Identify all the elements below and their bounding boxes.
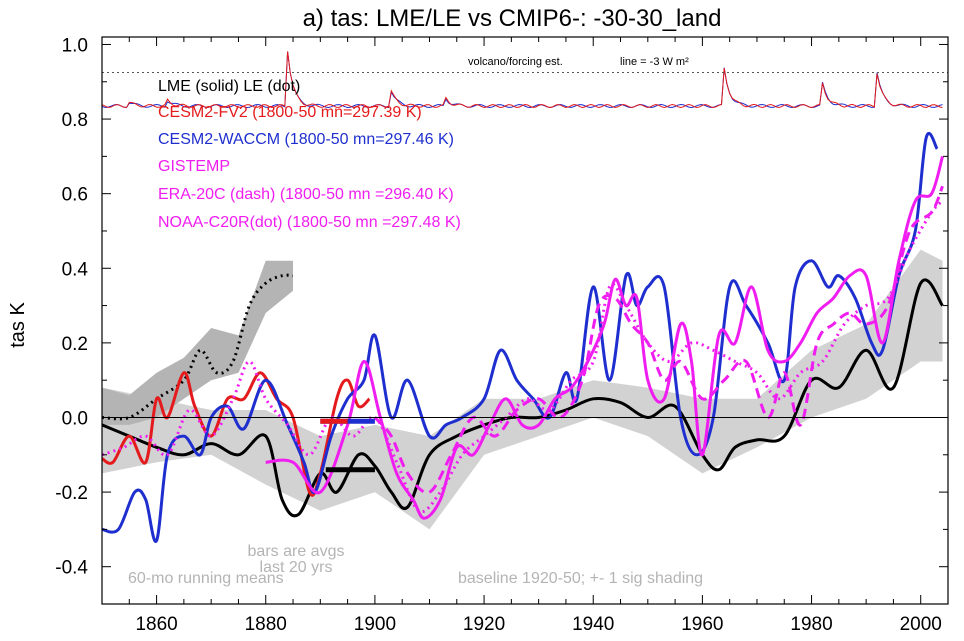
x-tick-label: 1920 (463, 614, 505, 635)
x-tick-label: 2000 (900, 614, 942, 635)
chart-title: a) tas: LME/LE vs CMIP6-: -30-30_land (303, 5, 722, 32)
x-tick-label: 1980 (790, 614, 832, 635)
x-tick-label: 1900 (354, 614, 396, 635)
x-tick-label: 1880 (245, 614, 287, 635)
x-tick-label: 1960 (681, 614, 723, 635)
series-line-cesm2-fv2-solid-2 (101, 371, 371, 497)
avg-bars (320, 418, 375, 473)
volcano-line-label: line = -3 W m² (620, 56, 689, 68)
shading-band-1 (102, 260, 293, 425)
y-tick-label: 0.4 (62, 259, 89, 280)
y-tick-label: -0.2 (55, 483, 88, 504)
bars-note-line1: bars are avgs (248, 543, 345, 560)
bars-note-line2: last 20 yrs (260, 559, 333, 576)
running-means-note: 60-mo running means (128, 570, 284, 587)
legend-entry-0: CESM2-FV2 (1800-50 mn=297.39 K) (158, 104, 422, 121)
legend-entry-3: ERA-20C (dash) (1800-50 mn =296.40 K) (158, 186, 454, 203)
series-line-lme-solid-solid-0 (101, 278, 944, 518)
volcano-forcing (101, 51, 948, 109)
volcano-label: volcano/forcing est. (468, 56, 563, 68)
y-tick-label: 1.0 (62, 35, 88, 56)
y-tick-label: 0.2 (62, 334, 88, 355)
legend-entry-4: NOAA-C20R(dot) (1800-50 mn =297.48 K) (158, 214, 461, 231)
sigma-shading (102, 249, 943, 530)
axes: 1860 1880 1900 1920 1940 1960 1980 2000 -0.4 -0.2… (55, 35, 949, 635)
series-line-gistemp-solid-4 (265, 155, 944, 520)
series-line-series-dot-1 (101, 273, 294, 421)
y-tick-label: 0.6 (62, 185, 88, 206)
y-tick-label: 0.0 (62, 408, 88, 429)
shading-band-0 (102, 249, 943, 530)
y-tick-label: 0.8 (62, 110, 88, 131)
x-tick-label: 1940 (572, 614, 614, 635)
volcano-curve-1 (101, 51, 943, 109)
y-axis-label: tas K (7, 302, 29, 348)
legend-header: LME (solid) LE (dot) (158, 78, 300, 95)
baseline-note: baseline 1920-50; +- 1 sig shading (458, 570, 703, 587)
x-tick-label: 1860 (135, 614, 177, 635)
legend-entry-1: CESM2-WACCM (1800-50 mn=297.46 K) (158, 131, 454, 148)
plot-frame (101, 36, 949, 605)
legend-entry-2: GISTEMP (158, 158, 230, 175)
y-tick-label: -0.4 (55, 558, 88, 579)
